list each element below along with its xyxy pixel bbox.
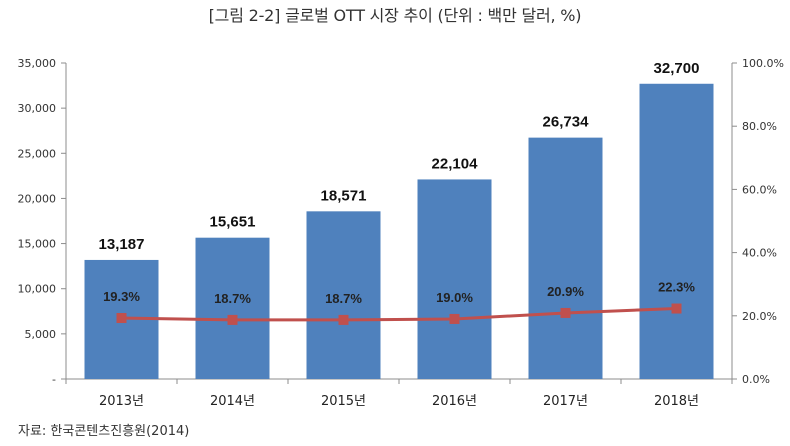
y-left-tick-label: 30,000 [18,102,57,115]
line-point [449,313,460,324]
y-left-tick-label: 10,000 [18,283,57,296]
y-left-tick-label: - [52,373,56,386]
line-point [116,313,127,324]
x-tick-label: 2013년 [99,394,144,409]
bar [306,211,381,379]
source-note: 자료: 한국콘텐츠진흥원(2014) [18,424,190,439]
line-series [116,303,682,325]
line-value-label: 20.9% [547,284,584,299]
bar-value-label: 13,187 [99,236,145,253]
data-labels: 13,187 15,651 18,571 22,104 26,734 32,700 19.3… [99,60,700,306]
line-value-label: 19.3% [103,289,140,304]
bar-value-label: 26,734 [543,114,590,131]
y-right-tick-label: 80.0% [742,120,777,133]
bar [528,137,603,379]
x-tick-label: 2015년 [321,394,366,409]
x-tick-label: 2017년 [543,394,588,409]
axes: - 5,000 10,000 15,000 20,000 25,000 30,000 35,0… [18,57,784,409]
line-point [671,303,682,314]
y-right-tick-label: 100.0% [742,57,784,70]
line-value-label: 22.3% [658,280,695,295]
y-right-tick-label: 20.0% [742,310,777,323]
y-left-tick-label: 35,000 [18,57,57,70]
y-right-tick-label: 0.0% [742,373,770,386]
bar-value-label: 18,571 [321,187,367,204]
growth-line [121,307,677,322]
chart-title: [그림 2-2] 글로벌 OTT 시장 추이 (단위 : 백만 달러, %) [208,6,582,25]
bar-value-label: 15,651 [210,214,256,231]
line-point [227,314,238,325]
bar-series [84,83,714,379]
line-value-label: 19.0% [436,290,473,305]
y-right-tick-label: 60.0% [742,183,777,196]
x-tick-label: 2016년 [432,394,477,409]
bar-value-label: 32,700 [654,60,700,77]
x-tick-label: 2018년 [654,394,699,409]
line-point [560,307,571,318]
bar [195,237,270,379]
bar [639,83,714,379]
y-left-tick-label: 15,000 [18,238,57,251]
line-point [338,314,349,325]
y-right-tick-label: 40.0% [742,247,777,260]
bar [417,179,492,379]
y-left-tick-label: 20,000 [18,192,57,205]
bar-value-label: 22,104 [432,155,479,172]
y-left-tick-label: 25,000 [18,147,57,160]
x-tick-label: 2014년 [210,394,255,409]
line-value-label: 18.7% [325,291,362,306]
y-left-tick-label: 5,000 [25,328,57,341]
line-value-label: 18.7% [214,291,251,306]
